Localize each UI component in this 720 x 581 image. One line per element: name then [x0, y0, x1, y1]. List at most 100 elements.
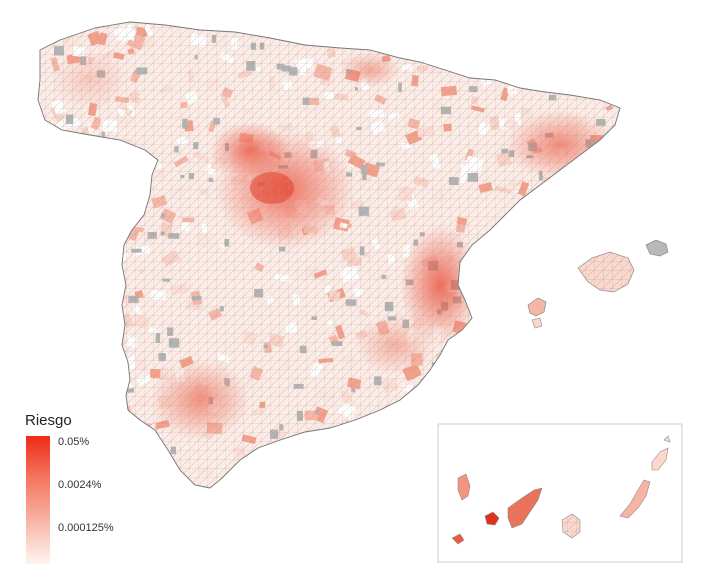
municipality-patch [241, 472, 259, 488]
municipality-patch [38, 171, 53, 185]
no-data-municipality [477, 447, 483, 455]
municipality-patch [333, 489, 344, 502]
municipality-patch [460, 415, 471, 427]
municipality-patch [83, 369, 94, 380]
no-data-municipality [509, 391, 519, 395]
no-data-municipality [87, 343, 96, 353]
municipality-patch [90, 365, 105, 381]
municipality-patch [103, 186, 118, 197]
fuerteventura [619, 479, 651, 519]
municipality-patch [615, 457, 620, 470]
municipality-patch [48, 191, 70, 210]
municipality-patch [104, 164, 112, 175]
no-data-municipality [528, 417, 534, 425]
municipality-patch [369, 472, 387, 484]
municipality-patch [517, 482, 524, 488]
municipality-patch [590, 176, 604, 189]
municipality-patch [85, 206, 97, 216]
municipality-patch [499, 48, 506, 58]
municipality-patch [330, 469, 339, 479]
municipality-patch [306, 456, 320, 463]
municipality-patch [70, 192, 85, 210]
legend-tick-low [50, 528, 55, 529]
no-data-municipality [596, 291, 601, 296]
municipality-patch [54, 217, 62, 227]
municipality-patch [86, 383, 98, 395]
no-data-municipality [445, 57, 456, 67]
municipality-patch [497, 245, 516, 260]
municipality-patch [499, 384, 516, 396]
municipality-patch [492, 346, 501, 359]
municipality-patch [473, 320, 486, 327]
municipality-patch [49, 386, 64, 401]
no-data-municipality [530, 191, 541, 197]
municipality-patch [582, 471, 594, 482]
la-gomera [484, 511, 500, 526]
municipality-patch [610, 327, 620, 341]
municipality-patch [58, 367, 67, 378]
legend-label-low: 0.000125% [58, 522, 114, 534]
municipality-patch [66, 158, 85, 173]
municipality-patch [87, 166, 101, 181]
no-data-municipality [312, 34, 320, 41]
municipality-patch [437, 457, 449, 468]
municipality-patch [573, 468, 583, 482]
municipality-patch [478, 27, 497, 46]
municipality-patch [432, 456, 442, 469]
municipality-patch [594, 333, 607, 347]
municipality-patch [543, 80, 550, 91]
municipality-patch [278, 472, 294, 484]
municipality-patch [51, 181, 60, 193]
municipality-patch [109, 169, 120, 183]
no-data-municipality [512, 374, 518, 385]
el-hierro [451, 533, 465, 545]
municipality-patch [484, 254, 493, 265]
no-data-municipality [516, 370, 521, 377]
municipality-patch [52, 357, 68, 372]
municipality-patch [518, 45, 529, 54]
municipality-patch [119, 374, 130, 382]
municipality-patch [427, 463, 435, 475]
municipality-patch [56, 305, 65, 315]
municipality-patch [579, 200, 596, 208]
municipality-patch [106, 404, 119, 409]
legend-color-bar [26, 436, 50, 564]
municipality-patch [72, 252, 88, 266]
municipality-patch [525, 313, 533, 326]
lanzarote-north [663, 435, 671, 443]
municipality-patch [437, 394, 454, 404]
municipality-patch [527, 465, 540, 478]
municipality-patch [536, 443, 547, 456]
municipality-patch [502, 278, 520, 288]
municipality-patch [572, 328, 591, 347]
municipality-patch [600, 369, 619, 383]
lanzarote [651, 447, 669, 471]
municipality-patch [527, 414, 543, 427]
formentera [531, 317, 543, 329]
municipality-patch [540, 435, 557, 450]
municipality-patch [472, 346, 489, 359]
no-data-municipality [76, 356, 84, 367]
municipality-patch [130, 159, 140, 170]
municipality-patch [560, 263, 572, 270]
municipality-patch [599, 138, 618, 155]
no-data-municipality [536, 431, 545, 438]
municipality-patch [408, 442, 426, 452]
municipality-patch [95, 313, 117, 334]
municipality-patch [567, 268, 579, 281]
municipality-patch [145, 459, 163, 473]
no-data-municipality [74, 277, 85, 281]
municipality-patch [82, 185, 95, 194]
municipality-patch [412, 461, 420, 473]
municipality-patch [537, 346, 546, 355]
municipality-patch [97, 385, 115, 396]
municipality-patch [76, 274, 90, 287]
no-data-municipality [575, 277, 582, 280]
municipality-patch [91, 187, 99, 195]
no-data-municipality [505, 275, 513, 279]
municipality-patch [604, 57, 620, 68]
municipality-patch [619, 122, 620, 135]
municipality-patch [465, 363, 475, 369]
municipality-patch [494, 430, 502, 438]
